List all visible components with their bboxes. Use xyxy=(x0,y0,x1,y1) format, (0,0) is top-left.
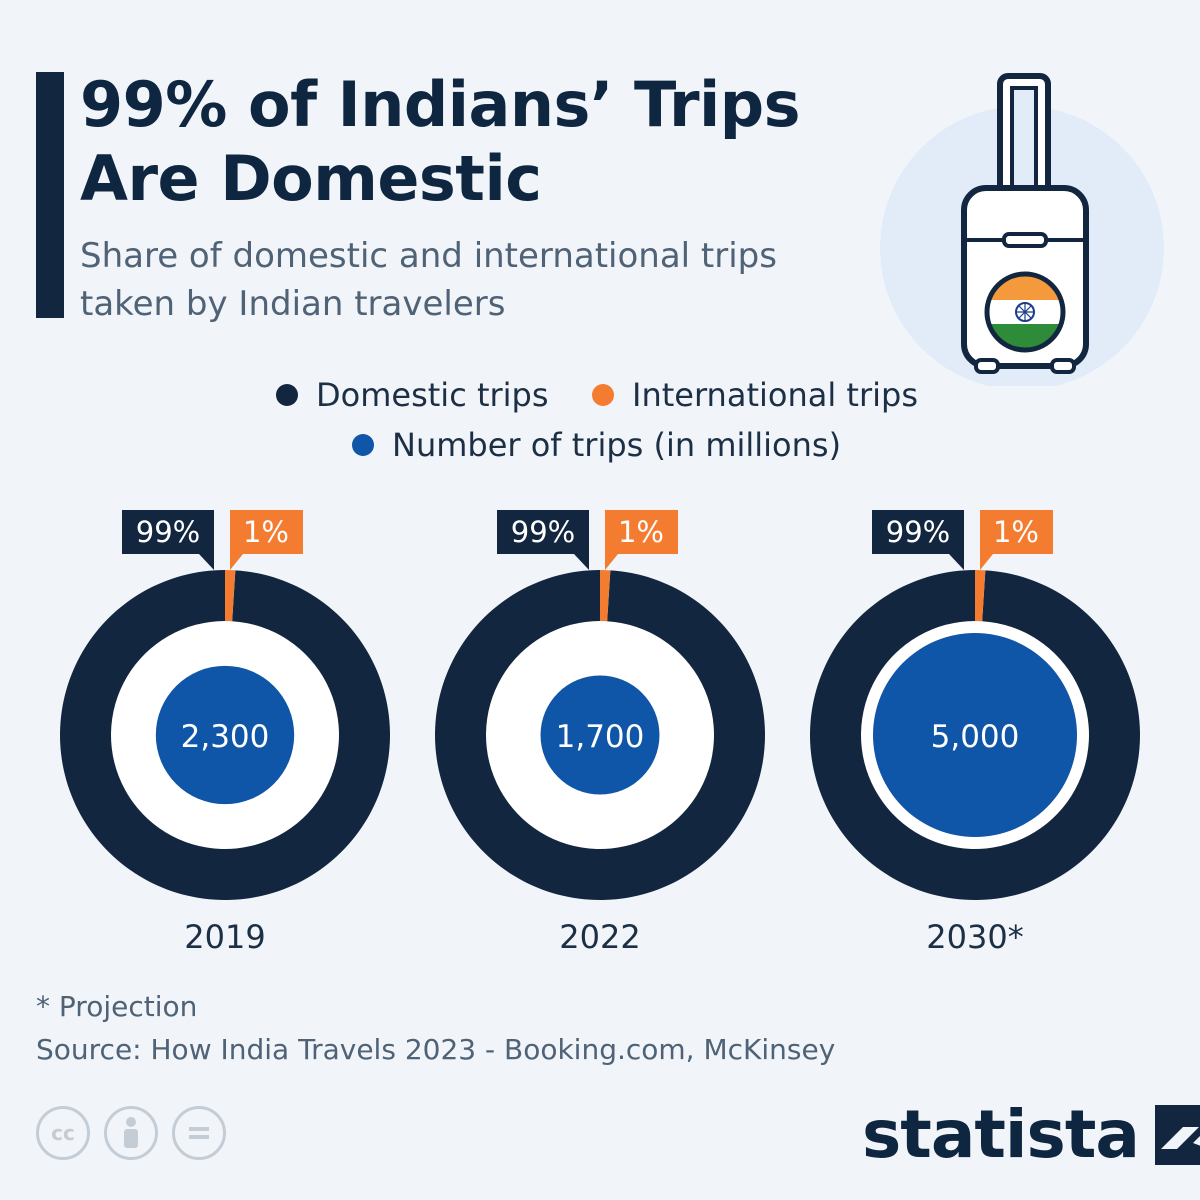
source-note: Source: How India Travels 2023 - Booking… xyxy=(36,1033,836,1066)
domestic-slice xyxy=(434,570,765,900)
trips-value-label: 5,000 xyxy=(931,719,1020,755)
suitcase-with-india-flag-icon xyxy=(880,73,1164,386)
legend-item-trips: Number of trips (in millions) xyxy=(352,426,841,464)
year-label: 2019 xyxy=(184,918,265,956)
license-icons: cc xyxy=(36,1106,226,1160)
chart-title: 99% of Indians’ Trips Are Domestic xyxy=(80,68,801,215)
statista-logo[interactable]: statista xyxy=(862,1096,1200,1173)
domestic-slice xyxy=(809,570,1140,900)
domestic-share-label: 99% xyxy=(511,515,575,549)
international-share-tag xyxy=(980,510,1053,554)
domestic-tag-pointer xyxy=(199,554,214,570)
donut-charts: 2,300 99% 1% 2019 1,700 99% 1% 2022 5,000 99% 1% 20… xyxy=(59,510,1140,956)
international-share-label: 1% xyxy=(993,515,1039,549)
legend-swatch-international xyxy=(592,384,614,406)
domestic-share-label: 99% xyxy=(136,515,200,549)
legend-swatch-trips xyxy=(352,434,374,456)
international-slice xyxy=(225,570,236,622)
domestic-share-tag xyxy=(872,510,964,554)
projection-note: * Projection xyxy=(36,990,198,1023)
domestic-tag-pointer xyxy=(574,554,589,570)
statista-mark-icon xyxy=(1154,1104,1200,1165)
trips-bubble xyxy=(873,633,1077,837)
legend-item-domestic: Domestic trips xyxy=(276,376,549,414)
international-tag-pointer xyxy=(230,554,243,570)
legend-label-domestic: Domestic trips xyxy=(316,376,549,414)
no-derivatives-icon[interactable] xyxy=(172,1106,226,1160)
trips-value-label: 1,700 xyxy=(556,719,645,755)
domestic-share-tag xyxy=(497,510,589,554)
international-slice xyxy=(975,570,986,622)
legend-item-international: International trips xyxy=(592,376,918,414)
brand-name: statista xyxy=(862,1096,1140,1173)
trips-bubble xyxy=(540,675,660,795)
international-share-tag xyxy=(230,510,303,554)
trips-bubble xyxy=(155,665,295,805)
international-tag-pointer xyxy=(980,554,993,570)
legend-label-trips: Number of trips (in millions) xyxy=(392,426,842,464)
legend-label-international: International trips xyxy=(632,376,918,414)
attribution-icon[interactable] xyxy=(104,1106,158,1160)
international-slice xyxy=(600,570,611,622)
domestic-tag-pointer xyxy=(949,554,964,570)
domestic-share-tag xyxy=(122,510,214,554)
international-tag-pointer xyxy=(605,554,618,570)
title-accent-bar xyxy=(36,72,64,318)
chart-subtitle: Share of domestic and international trip… xyxy=(80,236,777,324)
international-share-label: 1% xyxy=(618,515,664,549)
year-label: 2030* xyxy=(926,918,1023,956)
cc-icon[interactable]: cc xyxy=(36,1106,90,1160)
domestic-share-label: 99% xyxy=(886,515,950,549)
domestic-slice xyxy=(59,570,390,900)
year-label: 2022 xyxy=(559,918,640,956)
international-share-label: 1% xyxy=(243,515,289,549)
legend-swatch-domestic xyxy=(276,384,298,406)
trips-value-label: 2,300 xyxy=(181,719,270,755)
international-share-tag xyxy=(605,510,678,554)
